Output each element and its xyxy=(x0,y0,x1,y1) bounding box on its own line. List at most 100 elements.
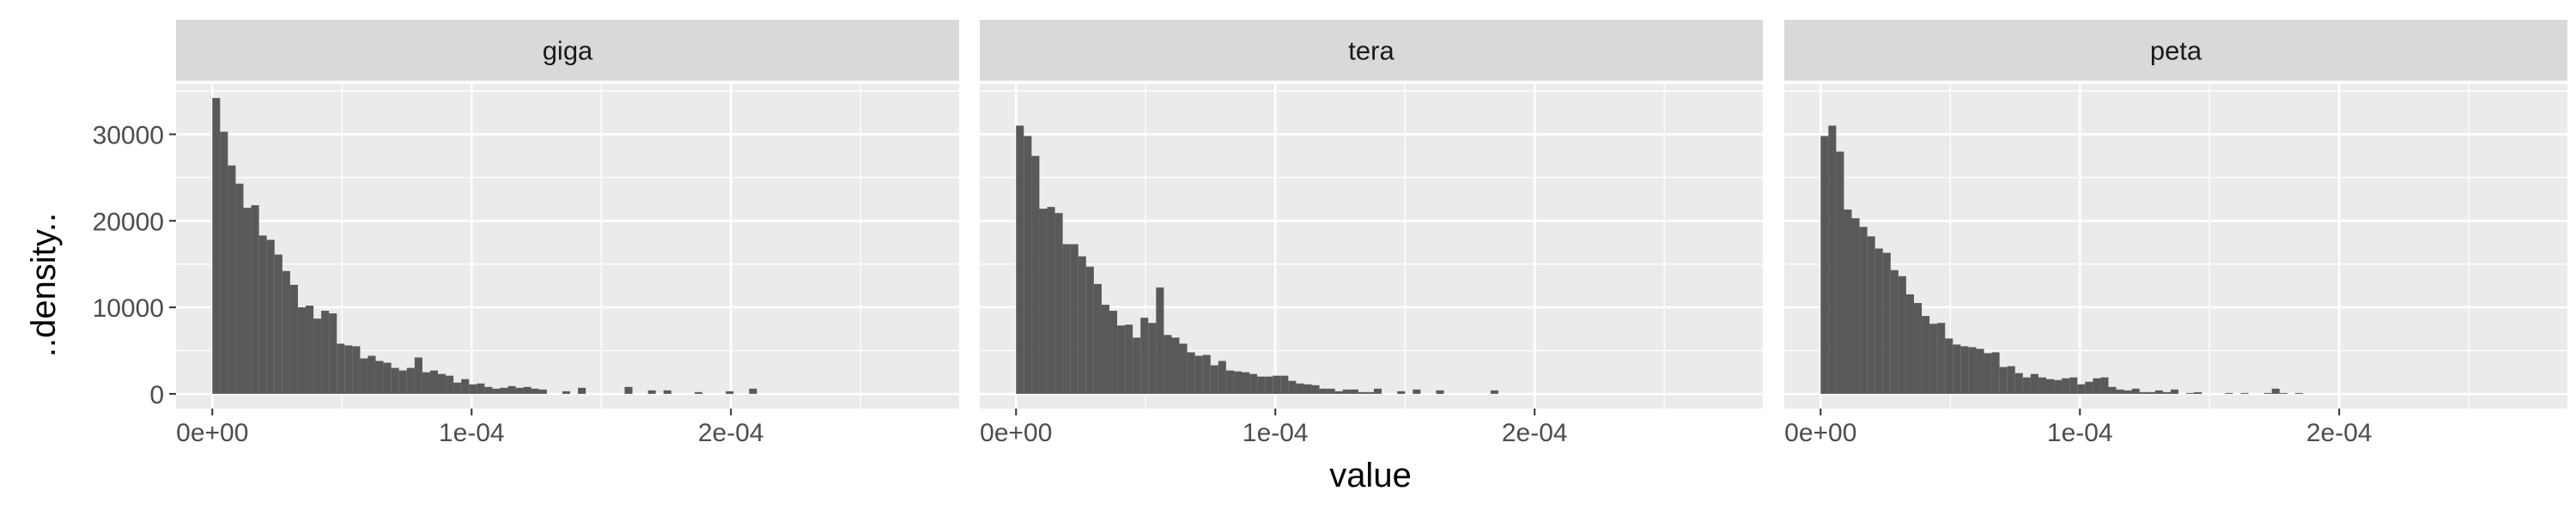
histogram-bar xyxy=(1882,252,1891,394)
histogram-bar xyxy=(1210,365,1218,394)
histogram-bar xyxy=(515,387,524,394)
histogram-bar xyxy=(1054,213,1063,394)
y-tick-label: 10000 xyxy=(93,294,164,323)
histogram-bar xyxy=(469,384,477,394)
x-axis-title: value xyxy=(1329,457,1412,494)
histogram-bar xyxy=(2279,392,2287,394)
histogram-bar xyxy=(2139,391,2148,394)
histogram-bar xyxy=(2046,379,2055,394)
histogram-bar xyxy=(1350,389,1358,394)
histogram-bar xyxy=(2271,388,2280,394)
histogram-bar xyxy=(1303,384,1312,394)
histogram-bar xyxy=(492,388,501,394)
facet-panel-giga: giga 0e+00 1e-04 2e-04 xyxy=(176,20,959,447)
histogram-bar xyxy=(1851,218,1860,394)
histogram-bar xyxy=(391,367,399,394)
histogram-bar xyxy=(368,355,376,394)
histogram-bar xyxy=(1202,354,1211,394)
histogram-bar xyxy=(2007,366,2015,394)
histogram-bar xyxy=(578,387,586,394)
histogram-bar xyxy=(352,346,361,394)
histogram-bar xyxy=(1342,389,1351,394)
histogram-bar xyxy=(1163,335,1172,394)
histogram-bar xyxy=(313,318,322,394)
histogram-bar xyxy=(500,387,508,394)
histogram-bar xyxy=(375,360,384,394)
histogram-bar xyxy=(1179,343,1188,394)
facet-strip xyxy=(980,20,1763,81)
histogram-bar xyxy=(1233,371,1242,394)
histogram-bar xyxy=(1836,151,1844,394)
x-tick-label: 0e+00 xyxy=(176,419,248,447)
histogram-bar xyxy=(2054,379,2063,394)
histogram-bars xyxy=(1820,125,2303,394)
histogram-bar xyxy=(2186,392,2195,394)
histogram-bar xyxy=(1078,256,1086,394)
histogram-bar xyxy=(1976,348,1984,394)
histogram-bar xyxy=(2100,377,2109,394)
histogram-bars xyxy=(1016,125,1498,394)
histogram-bar xyxy=(243,208,252,394)
x-tick-label: 0e+00 xyxy=(980,419,1052,447)
histogram-bar xyxy=(2263,392,2272,394)
histogram-bar xyxy=(1929,324,1938,394)
histogram-bar xyxy=(2085,381,2093,394)
histogram-bar xyxy=(2240,392,2249,394)
histogram-bar xyxy=(1280,375,1289,394)
histogram-bar xyxy=(251,205,259,394)
histogram-bar xyxy=(422,372,430,394)
histogram-bar xyxy=(305,306,314,394)
histogram-bar xyxy=(1844,209,1852,394)
histogram-bar xyxy=(220,131,228,394)
histogram-bar xyxy=(1922,316,1930,394)
y-tick-label: 30000 xyxy=(93,121,164,149)
histogram-bar xyxy=(694,391,703,394)
histogram-bar xyxy=(1194,355,1203,394)
histogram-bar xyxy=(749,388,757,394)
histogram-bar xyxy=(329,313,337,394)
histogram-bar xyxy=(1296,383,1304,394)
histogram-bar xyxy=(360,358,368,394)
facet-panel-tera: tera 0e+00 1e-04 2e-04 xyxy=(980,20,1763,447)
y-axis-title: ..density.. xyxy=(25,213,63,357)
histogram-bar xyxy=(282,270,290,394)
histogram-bar xyxy=(1171,337,1180,394)
histogram-bar xyxy=(337,343,345,394)
histogram-bar xyxy=(1242,372,1250,394)
histogram-bar xyxy=(2194,391,2202,394)
facet-panel-peta: peta 0e+00 1e-04 2e-04 xyxy=(1784,20,2567,447)
x-tick-label: 1e-04 xyxy=(439,419,505,447)
histogram-bar xyxy=(1257,376,1266,394)
histogram-bar xyxy=(2294,392,2303,394)
facet-strip-label: tera xyxy=(1348,36,1394,66)
histogram-bar xyxy=(398,370,407,394)
histogram-bar xyxy=(297,307,306,394)
y-axis: 0 10000 20000 30000 xyxy=(93,121,176,409)
histogram-bar xyxy=(1273,375,1281,394)
histogram-bar xyxy=(1249,373,1258,394)
histogram-bar xyxy=(274,254,283,394)
histogram-bar xyxy=(1968,347,1977,394)
histogram-bar xyxy=(2062,378,2070,394)
histogram-bar xyxy=(1374,388,1382,394)
histogram-bar xyxy=(1365,391,1375,394)
histogram-bar xyxy=(235,183,244,394)
histogram-bar xyxy=(1413,389,1421,394)
x-tick-label: 2e-04 xyxy=(698,419,764,447)
histogram-bar xyxy=(2014,373,2023,394)
histogram-bar xyxy=(1031,155,1040,394)
histogram-bar xyxy=(2077,384,2086,394)
histogram-bar xyxy=(1436,390,1444,394)
histogram-bar xyxy=(477,383,485,394)
histogram-bar xyxy=(461,379,470,394)
histogram-bar xyxy=(2108,386,2117,394)
histogram-bar xyxy=(1016,125,1024,394)
histogram-bar xyxy=(1960,346,1969,394)
histogram-bar xyxy=(321,311,330,394)
histogram-bar xyxy=(1125,324,1133,394)
histogram-bar xyxy=(2022,377,2031,394)
histogram-bar xyxy=(1984,353,1992,394)
histogram-bar xyxy=(2131,388,2140,394)
